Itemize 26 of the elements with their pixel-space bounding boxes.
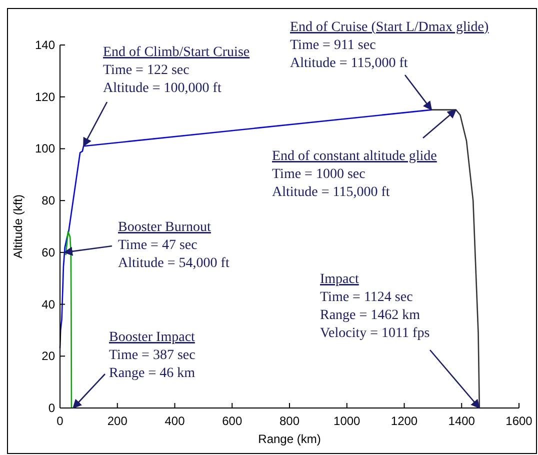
y-tick-label: 140 [34,38,56,52]
y-tick-label: 60 [42,245,56,260]
x-axis-title: Range (km) [258,432,321,446]
y-tick-label: 120 [34,90,56,104]
annotation: End of constant altitude glide Time = 1000 sec Altitude = 115,000 ft [272,149,437,200]
annotation: Booster Burnout Time = 47 sec Altitude = 54,000 ft [118,220,230,271]
x-tick-label: 0 [56,414,64,428]
x-tick-label: 600 [222,414,242,428]
x-tick-label: 1600 [506,414,533,428]
x-tick-label: 400 [164,414,186,428]
x-tick-label: 1000 [334,414,361,428]
annotation: Booster Impact Time = 387 sec Range = 46 km [109,330,196,381]
y-tick-label: 20 [42,349,56,364]
y-tick-label: 0 [48,401,56,415]
x-tick-label: 1400 [448,414,476,428]
line-series [65,231,72,409]
x-tick-label: 1200 [390,414,418,428]
y-tick-label: 80 [42,194,56,208]
annotation: End of Cruise (Start L/Dmax glide) Time = 911 sec Altitude = 115,000 ft [290,20,490,71]
y-tick-label: 40 [42,297,56,312]
annotation: Impact Time = 1124 sec Range = 1462 km Velocity = 1011 fps [320,272,430,341]
x-tick-label: 800 [279,414,300,428]
y-axis-title: Altitude (kft) [11,194,25,259]
y-tick-label: 100 [34,142,56,156]
annotation: End of Climb/Start Cruise Time = 122 sec Altitude = 100,000 ft [103,45,250,96]
x-tick-label: 200 [107,414,128,428]
